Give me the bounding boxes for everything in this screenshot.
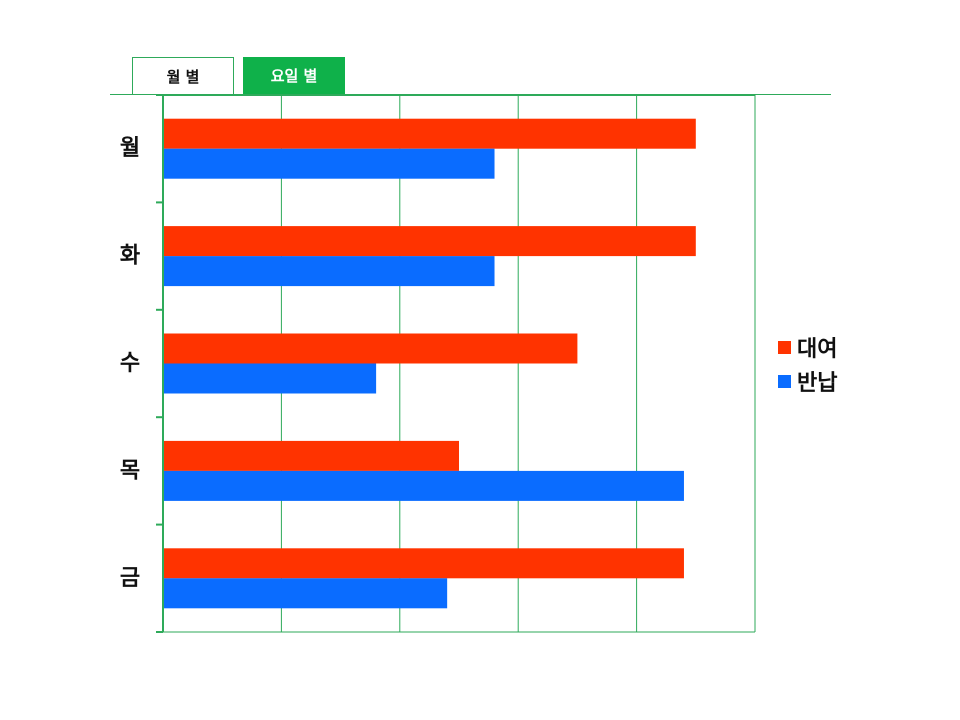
bar-rental-1 — [164, 226, 696, 257]
tab-monthly[interactable]: 월 별 — [132, 57, 234, 94]
legend-label-return: 반납 — [797, 371, 838, 396]
y-tick-label-0: 월 — [120, 136, 140, 161]
y-tick-label-4: 금 — [120, 566, 140, 591]
bar-rental-2 — [164, 333, 578, 364]
y-tick-label-2: 수 — [120, 351, 140, 376]
legend-item-return: 반납 — [778, 364, 837, 398]
legend-swatch-return — [778, 374, 791, 388]
bar-return-1 — [164, 256, 495, 287]
bar-rental-3 — [164, 440, 459, 471]
y-tick-label-3: 목 — [120, 458, 140, 483]
bar-rental-0 — [164, 118, 696, 149]
bar-return-3 — [164, 470, 684, 501]
legend-label-rental: 대여 — [797, 337, 838, 362]
legend-swatch-rental — [778, 340, 791, 354]
legend-item-rental: 대여 — [778, 330, 837, 364]
bar-rental-4 — [164, 548, 684, 579]
bar-return-4 — [164, 578, 448, 609]
chart-legend: 대여 반납 — [778, 330, 837, 398]
tab-by-weekday[interactable]: 요일 별 — [243, 57, 345, 94]
tab-underline — [110, 94, 831, 95]
y-tick-label-1: 화 — [120, 244, 140, 269]
bar-return-2 — [164, 363, 377, 394]
bar-return-0 — [164, 148, 495, 179]
